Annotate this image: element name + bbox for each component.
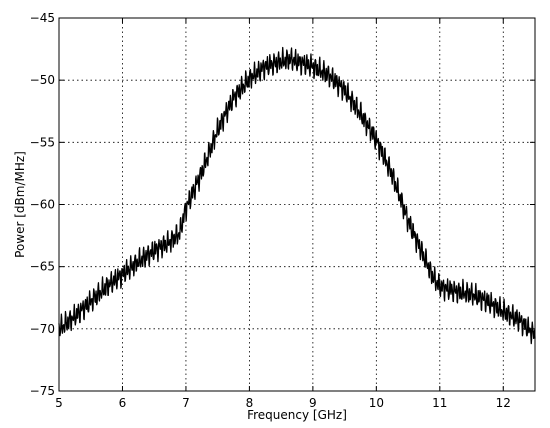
tick-label-layer: 5 6 7 8 9 10 11 12 −75 −70 −65 −60 −55 −50 −45 — [30, 11, 511, 410]
y-tick-label: −70 — [30, 322, 55, 336]
x-tick-label: 9 — [309, 396, 317, 410]
y-tick-label: −60 — [30, 198, 55, 212]
y-axis-title: Power [dBm/MHz] — [13, 151, 27, 258]
x-tick-label: 7 — [182, 396, 190, 410]
series-line — [58, 46, 536, 345]
x-axis-title: Frequency [GHz] — [247, 408, 347, 422]
x-tick-label: 6 — [119, 396, 127, 410]
plot-frame — [58, 17, 536, 392]
x-tick-label: 12 — [496, 396, 511, 410]
x-tick-label: 11 — [432, 396, 447, 410]
tick-layer — [58, 17, 535, 392]
y-tick-label: −75 — [30, 384, 55, 398]
y-tick-label: −50 — [30, 73, 55, 87]
series-layer — [58, 46, 536, 345]
y-tick-label: −65 — [30, 260, 55, 274]
x-tick-label: 8 — [246, 396, 254, 410]
x-tick-label: 5 — [55, 396, 63, 410]
y-tick-label: −45 — [30, 11, 55, 25]
grid-layer — [59, 18, 535, 391]
x-tick-label: 10 — [369, 396, 384, 410]
y-tick-label: −55 — [30, 135, 55, 149]
